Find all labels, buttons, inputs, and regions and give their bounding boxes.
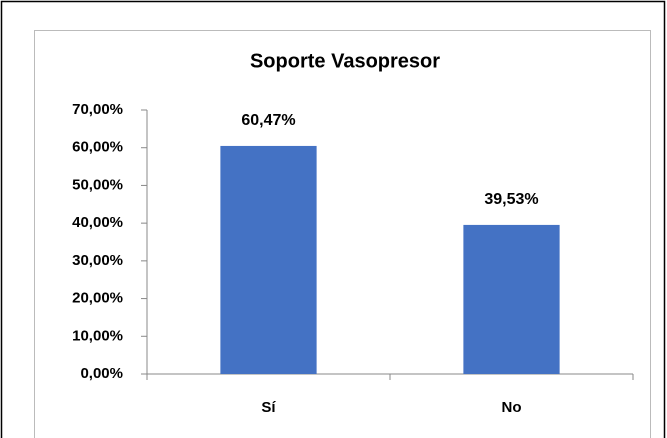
y-tick-label: 0,00% [80, 365, 123, 382]
x-tick-label: Sí [261, 399, 276, 416]
y-tick-label: 60,00% [72, 139, 123, 156]
chart-title: Soporte Vasopresor [250, 50, 440, 72]
x-tick-label: No [502, 399, 522, 416]
y-tick-label: 50,00% [72, 176, 123, 193]
chart-frame [34, 30, 651, 438]
y-tick-label: 10,00% [72, 327, 123, 344]
value-label: 60,47% [241, 112, 295, 129]
y-tick-label: 30,00% [72, 252, 123, 269]
bar [463, 224, 560, 374]
y-tick-label: 40,00% [72, 214, 123, 231]
y-tick-label: 70,00% [72, 101, 123, 118]
value-label: 39,53% [484, 191, 538, 208]
bar [220, 145, 317, 374]
y-tick-label: 20,00% [72, 290, 123, 307]
